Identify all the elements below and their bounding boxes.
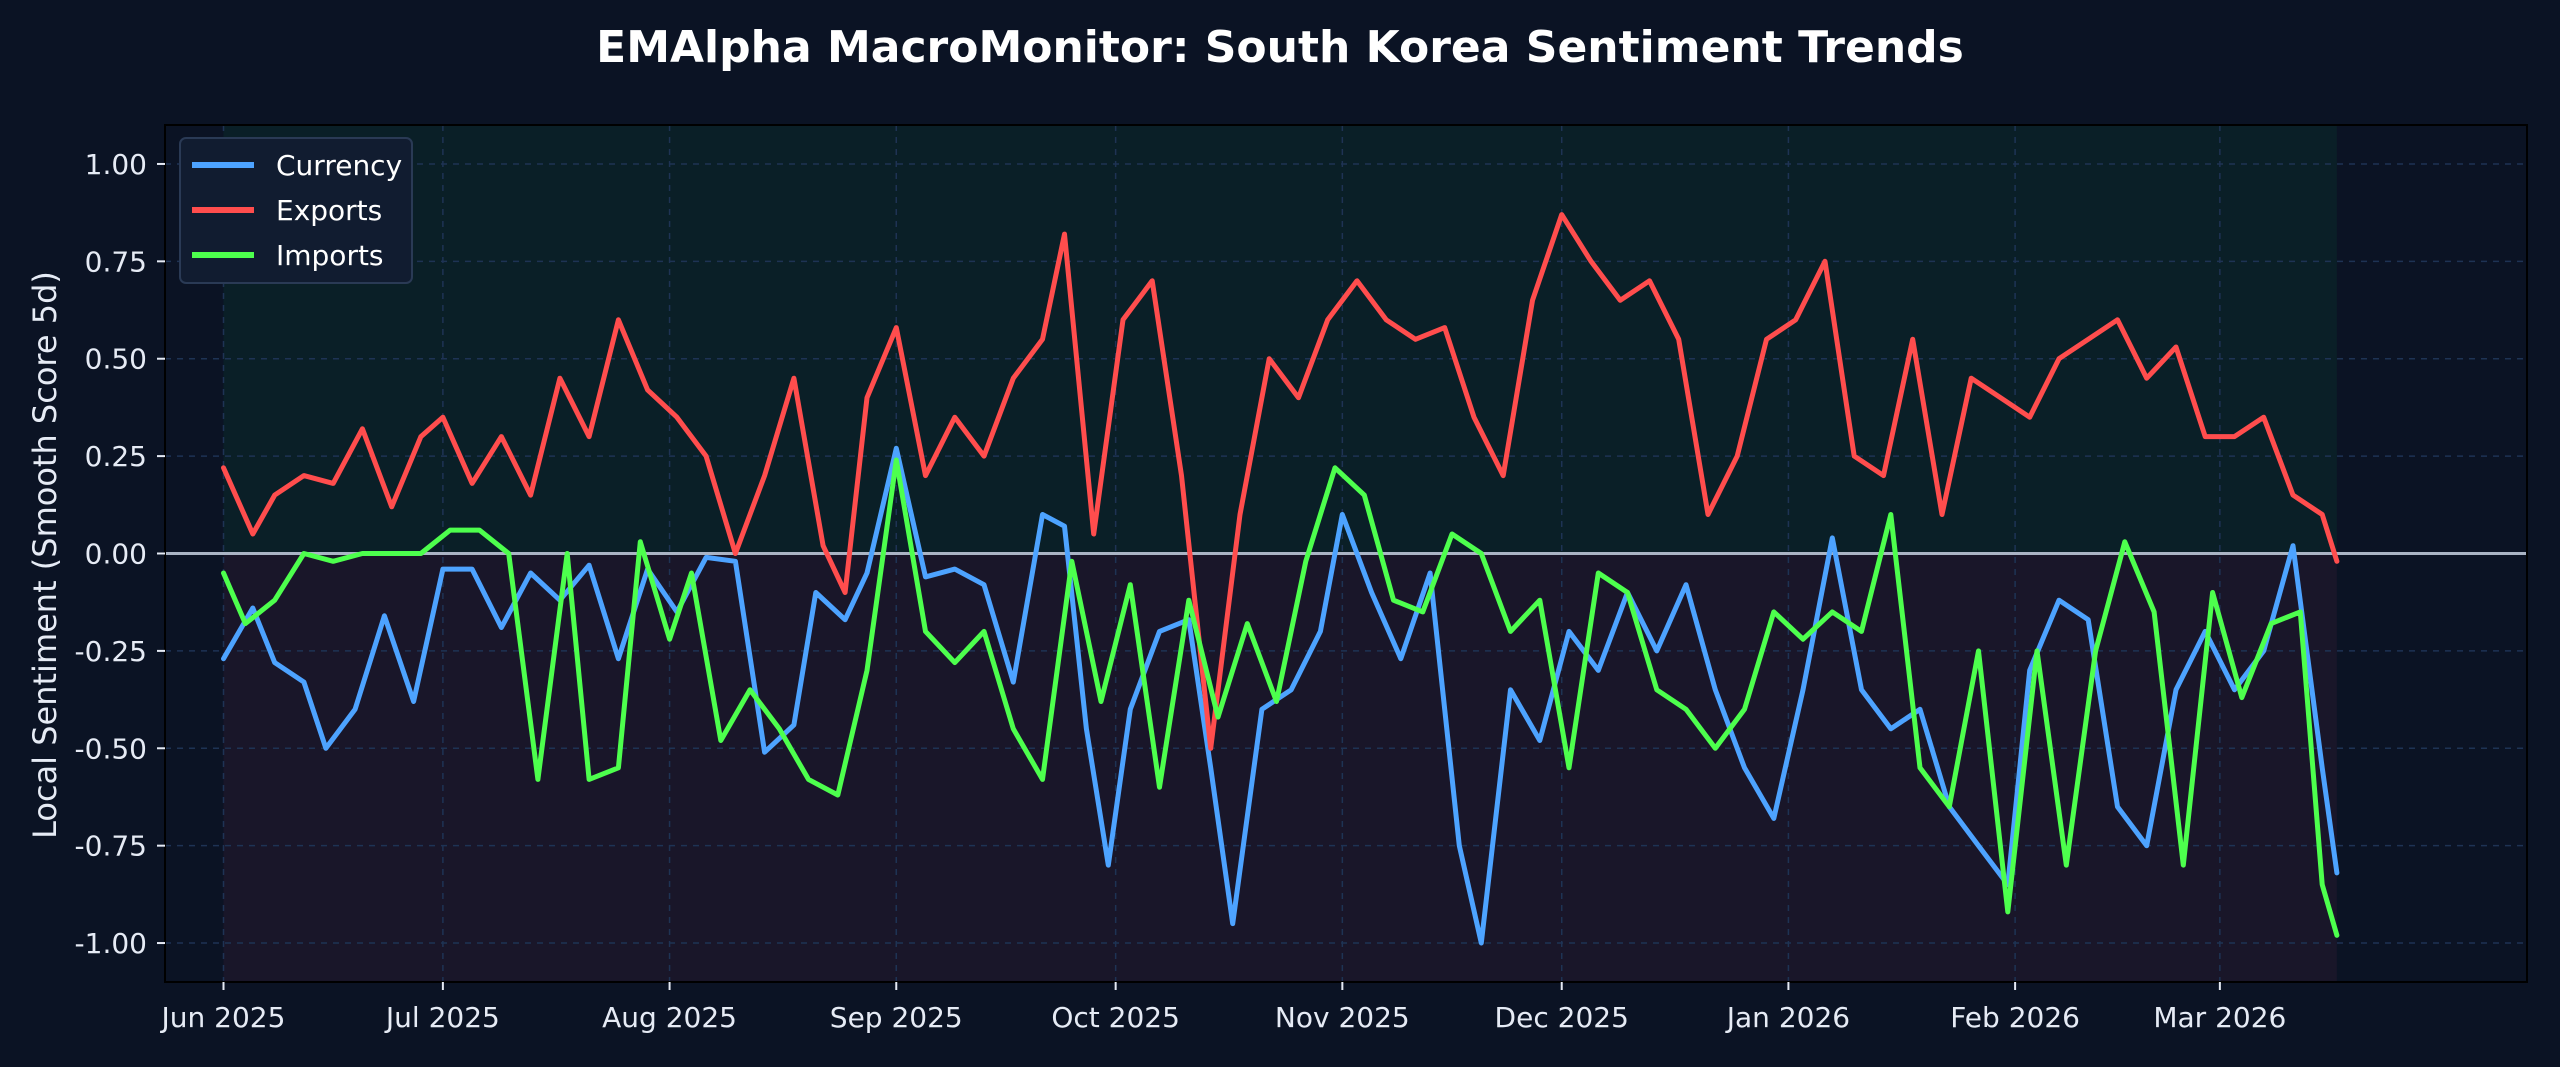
legend: Currency Exports Imports <box>179 137 413 284</box>
y-tick-label-0: 1.00 <box>85 148 147 181</box>
positive-region <box>223 125 2337 554</box>
legend-label-imports: Imports <box>276 239 384 272</box>
x-tick-label-6: Dec 2025 <box>1495 1001 1629 1034</box>
y-axis-ticks: 1.00 0.75 0.50 0.25 0.00 -0.25 -0.50 -0.75 -1.00 <box>75 148 165 960</box>
series-lines <box>221 212 2340 946</box>
x-tick-label-1: Jul 2025 <box>384 1001 500 1034</box>
legend-label-exports: Exports <box>276 194 382 227</box>
x-tick-label-3: Sep 2025 <box>830 1001 963 1034</box>
chart-title: EMAlpha MacroMonitor: South Korea Sentim… <box>596 22 1964 73</box>
y-tick-label-4: 0.00 <box>85 538 147 571</box>
x-tick-label-0: Jun 2025 <box>160 1001 286 1034</box>
x-tick-label-8: Feb 2026 <box>1950 1001 2080 1034</box>
x-tick-label-2: Aug 2025 <box>602 1001 737 1034</box>
series-line-exports <box>221 212 2340 751</box>
legend-box <box>179 137 413 284</box>
x-tick-label-4: Oct 2025 <box>1051 1001 1180 1034</box>
y-tick-label-6: -0.50 <box>75 732 147 765</box>
x-tick-label-9: Mar 2026 <box>2153 1001 2286 1034</box>
y-tick-label-1: 0.75 <box>85 245 147 278</box>
x-tick-label-7: Jan 2026 <box>1725 1001 1850 1034</box>
series-line-currency <box>221 445 2340 946</box>
y-tick-label-8: -1.00 <box>75 927 147 960</box>
y-tick-label-5: -0.25 <box>75 635 147 668</box>
y-tick-label-7: -0.75 <box>75 830 147 863</box>
legend-label-currency: Currency <box>276 149 402 182</box>
series-line-imports <box>221 457 2340 938</box>
x-tick-label-5: Nov 2025 <box>1275 1001 1410 1034</box>
y-axis-label: Local Sentiment (Smooth Score 5d) <box>26 271 64 839</box>
y-tick-label-3: 0.25 <box>85 440 147 473</box>
x-axis-ticks: Jun 2025 Jul 2025 Aug 2025 Sep 2025 Oct 2025… <box>160 982 2286 1034</box>
y-tick-label-2: 0.50 <box>85 343 147 376</box>
